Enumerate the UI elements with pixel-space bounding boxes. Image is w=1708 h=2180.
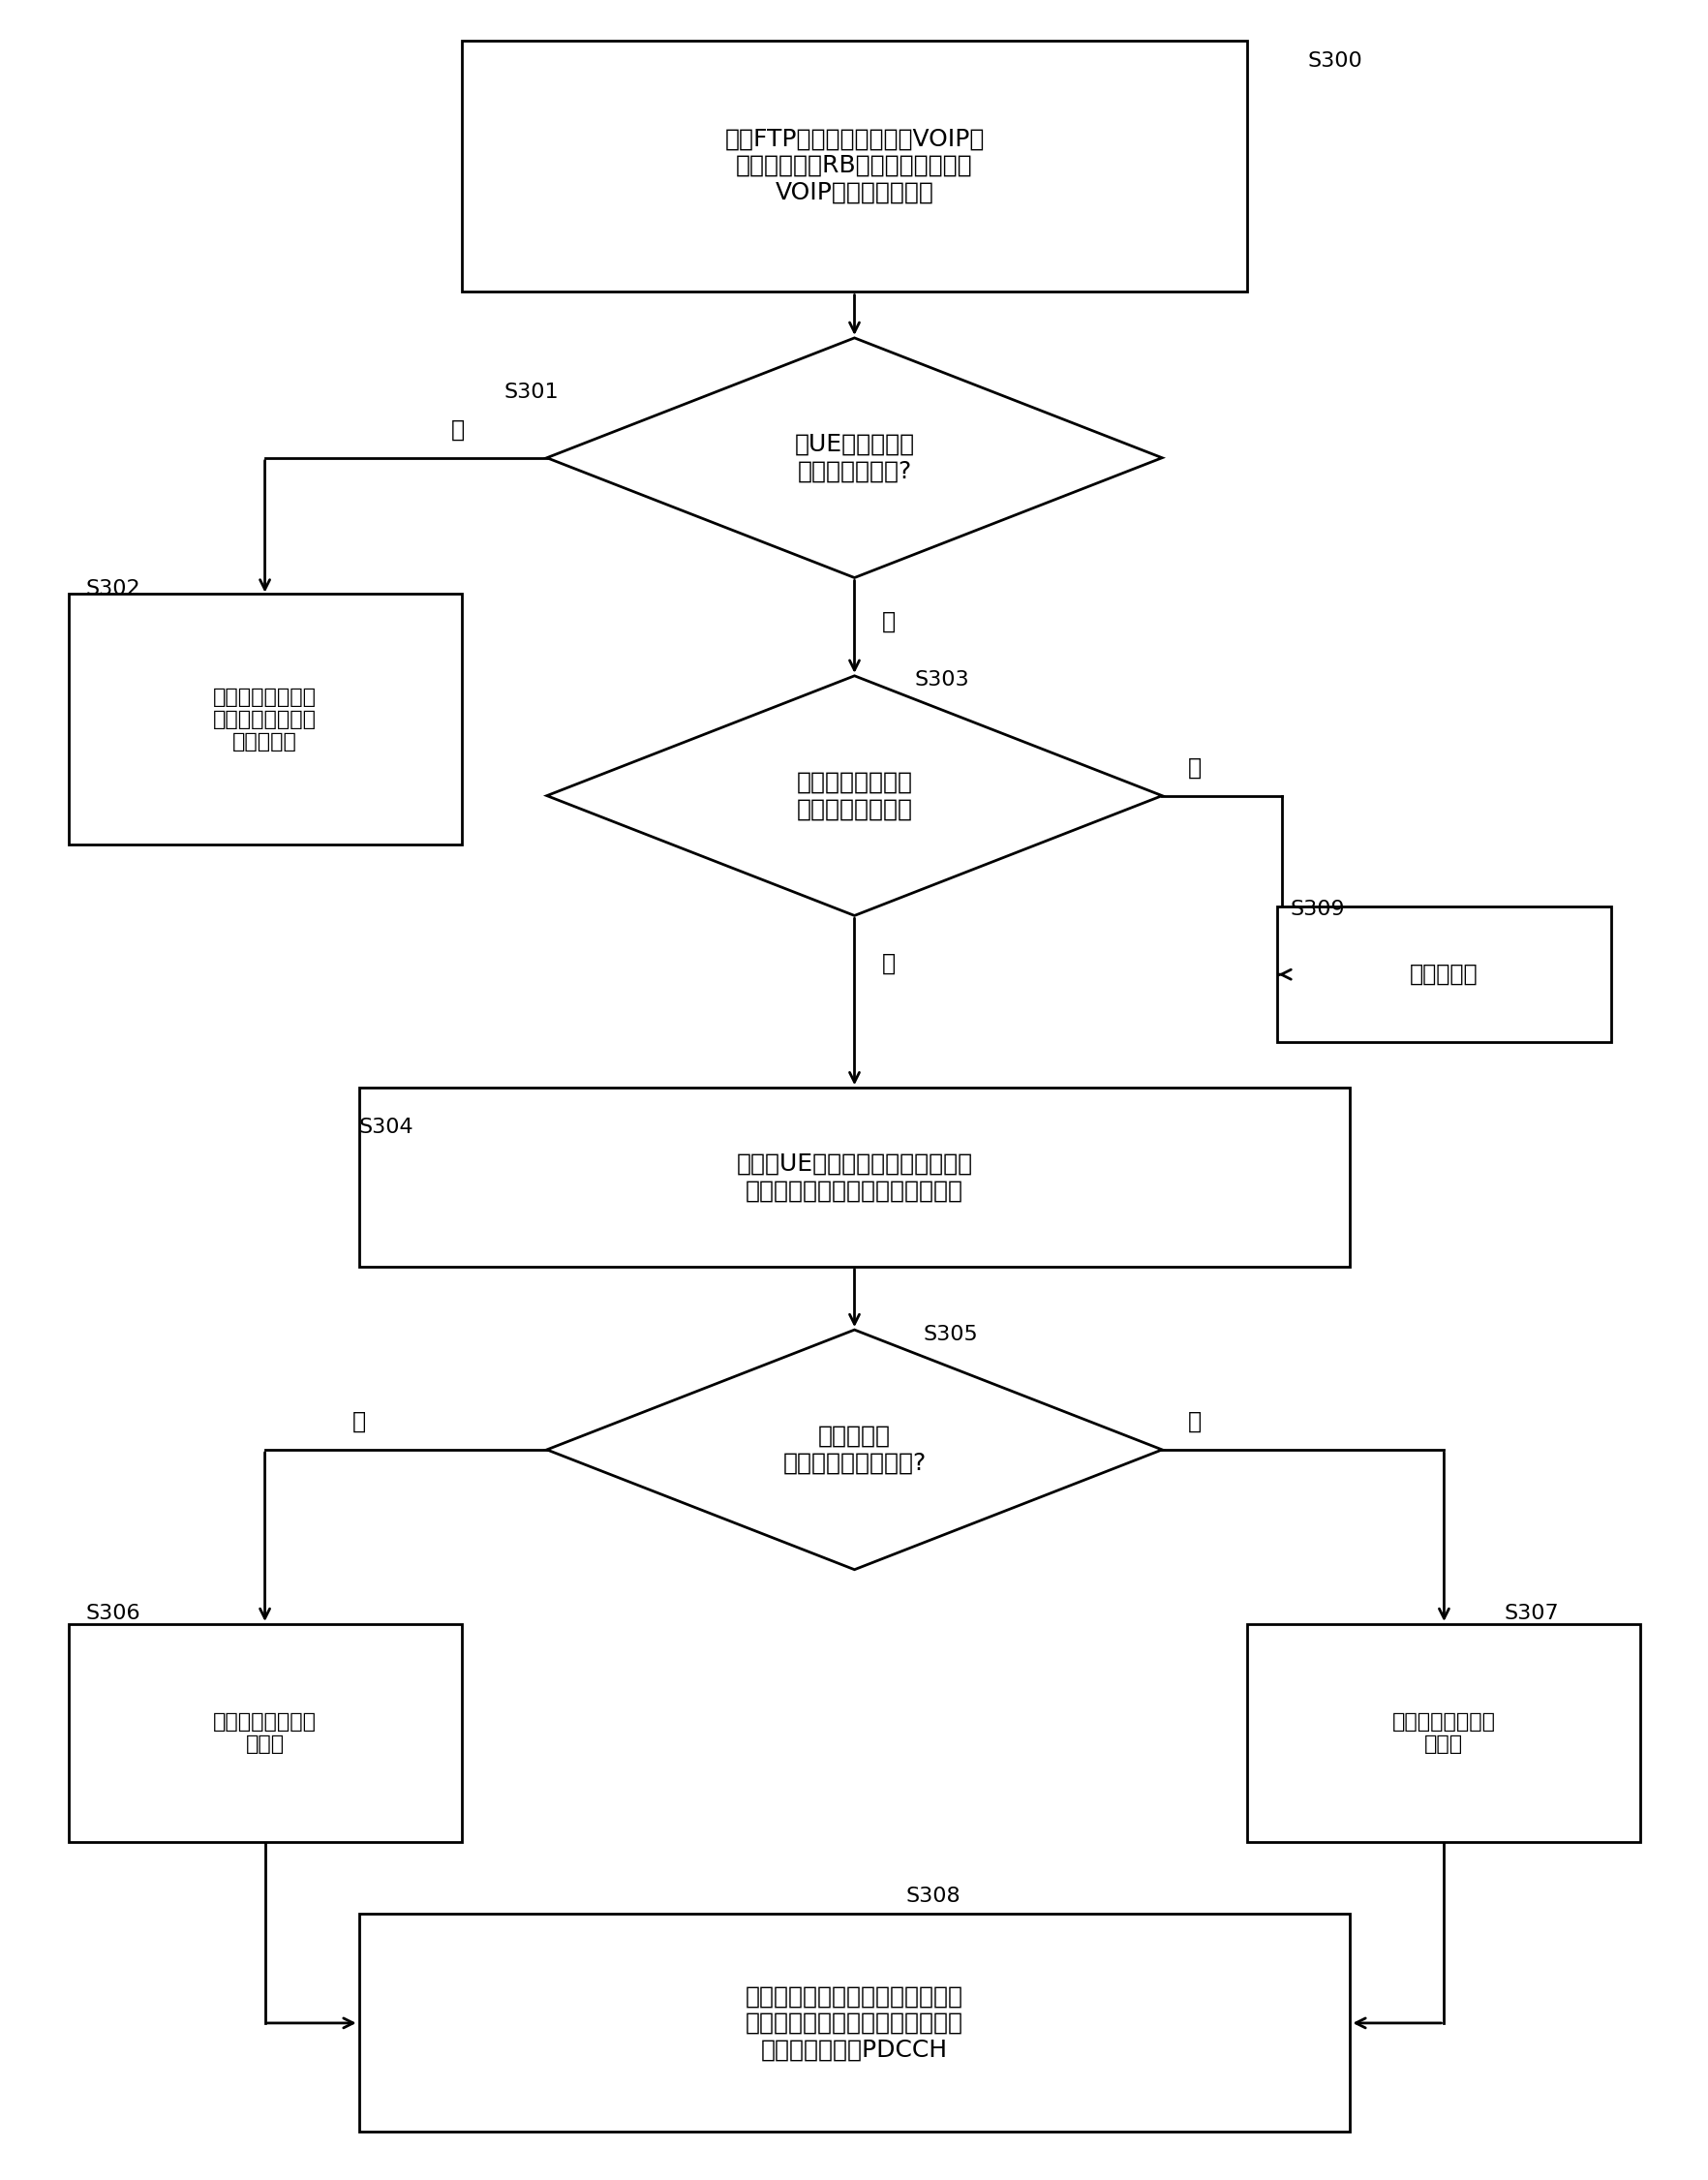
Text: S305: S305 (922, 1325, 977, 1343)
Text: 不允许抢占: 不允许抢占 (1409, 964, 1477, 985)
Text: 是: 是 (451, 419, 465, 440)
Text: 重传次数最
大的进程是否为多个?: 重传次数最 大的进程是否为多个? (782, 1424, 926, 1476)
Text: S301: S301 (504, 384, 559, 401)
Text: 确定该UE当前所有可被抢占进程对
应的传输块的重传次数最大的进程: 确定该UE当前所有可被抢占进程对 应的传输块的重传次数最大的进程 (736, 1151, 972, 1203)
Text: 判断当前进程中是
否有可被抢占进程: 判断当前进程中是 否有可被抢占进程 (796, 770, 912, 822)
Text: 该UE当前子帧是
否有空闲进程号?: 该UE当前子帧是 否有空闲进程号? (794, 432, 914, 484)
Text: 抢占重传次数最大
的进程: 抢占重传次数最大 的进程 (214, 1711, 316, 1755)
Text: 否: 否 (1187, 756, 1201, 778)
Text: S302: S302 (85, 580, 140, 597)
Text: S307: S307 (1503, 1604, 1558, 1622)
Text: S309: S309 (1290, 900, 1344, 918)
Text: S306: S306 (85, 1604, 140, 1622)
Text: 抢占传输时延最大
的进程: 抢占传输时延最大 的进程 (1392, 1711, 1494, 1755)
Text: 使用空闲进程号中
编号最小的进程进
行传输业务: 使用空闲进程号中 编号最小的进程进 行传输业务 (214, 687, 316, 752)
Text: S300: S300 (1307, 52, 1361, 70)
Text: 获取FTP业务、流业务以及VOIP业
务，通过下行RB优先级排队，确定
VOIP业务优先级最高: 获取FTP业务、流业务以及VOIP业 务，通过下行RB优先级排队，确定 VOIP… (724, 126, 984, 205)
Text: 否: 否 (352, 1410, 366, 1432)
Text: S303: S303 (914, 671, 968, 689)
Text: 将高优先级业务对应的传输块放到
基站内该进程对应的缓存中根据资
源分配情况发送PDCCH: 将高优先级业务对应的传输块放到 基站内该进程对应的缓存中根据资 源分配情况发送P… (745, 1984, 963, 2062)
FancyBboxPatch shape (359, 1914, 1349, 2132)
FancyBboxPatch shape (461, 41, 1247, 290)
FancyBboxPatch shape (68, 593, 461, 844)
FancyBboxPatch shape (1247, 1624, 1640, 1842)
Text: S308: S308 (905, 1888, 960, 1905)
FancyBboxPatch shape (68, 1624, 461, 1842)
Polygon shape (547, 338, 1161, 578)
Polygon shape (547, 1330, 1161, 1570)
FancyBboxPatch shape (1276, 907, 1609, 1042)
Text: S304: S304 (359, 1118, 413, 1136)
Text: 是: 是 (1187, 1410, 1201, 1432)
Text: 否: 否 (881, 610, 895, 632)
Text: 是: 是 (881, 953, 895, 974)
Polygon shape (547, 676, 1161, 916)
FancyBboxPatch shape (359, 1088, 1349, 1267)
